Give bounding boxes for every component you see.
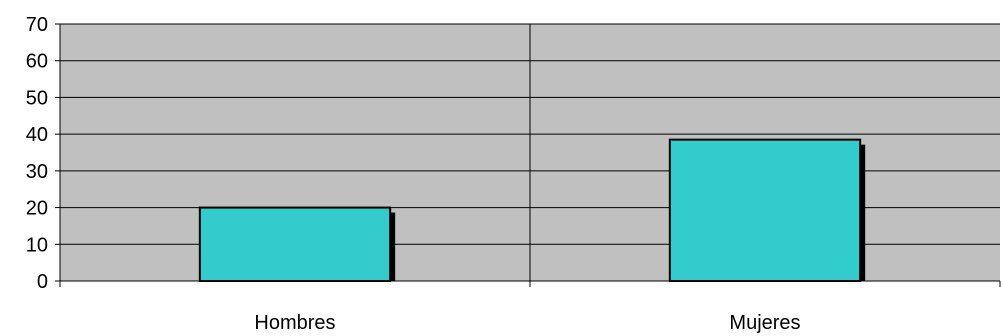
y-tick-label: 0	[37, 271, 48, 293]
y-tick-label: 30	[26, 161, 48, 183]
y-tick-labels: 0 10 20 30 40 50 60 70	[26, 14, 48, 293]
bar-hombres	[198, 206, 392, 282]
y-tick-label: 50	[26, 87, 48, 109]
y-tick-label: 10	[26, 234, 48, 256]
bar-mujeres	[668, 138, 862, 282]
x-category-label: Mujeres	[729, 312, 800, 334]
bars	[198, 138, 866, 282]
y-tick-label: 20	[26, 198, 48, 220]
x-category-labels: Hombres Mujeres	[254, 312, 800, 334]
y-tick-label: 60	[26, 51, 48, 73]
y-tick-label: 40	[26, 124, 48, 146]
y-tick-label: 70	[26, 14, 48, 36]
axes	[55, 23, 1001, 287]
x-category-label: Hombres	[254, 312, 335, 334]
